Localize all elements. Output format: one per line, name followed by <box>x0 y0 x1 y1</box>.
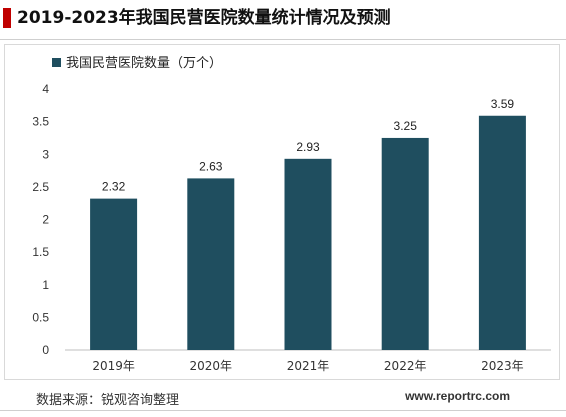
bar <box>381 137 429 350</box>
y-tick-label: 1 <box>42 278 49 292</box>
title-bar: 2019-2023年我国民营医院数量统计情况及预测 <box>0 0 566 40</box>
chart-title: 2019-2023年我国民营医院数量统计情况及预测 <box>17 8 391 28</box>
data-label: 2.93 <box>296 140 320 154</box>
y-tick-label: 1.5 <box>32 245 49 259</box>
data-label: 3.25 <box>394 119 418 133</box>
data-label: 2.32 <box>102 180 126 194</box>
bar <box>478 115 526 350</box>
y-tick-label: 2 <box>42 213 49 227</box>
bar-chart: 我国民营医院数量（万个） 0 0.5 1 1.5 2 2.5 3 3.5 4 2.32 2019年 2.… <box>32 56 551 373</box>
x-tick-label: 2022年 <box>384 359 427 373</box>
bar <box>187 178 235 350</box>
x-tick-label: 2020年 <box>190 359 233 373</box>
bar <box>90 198 138 350</box>
legend-swatch <box>52 58 61 67</box>
bottom-divider <box>0 410 566 411</box>
y-tick-label: 0 <box>42 343 49 357</box>
y-tick-label: 2.5 <box>32 180 49 194</box>
website-url: www.reportrc.com <box>405 389 510 403</box>
x-tick-label: 2019年 <box>92 359 135 373</box>
bar <box>284 158 332 350</box>
x-tick-label: 2021年 <box>287 359 330 373</box>
data-label: 2.63 <box>199 159 223 173</box>
x-tick-label: 2023年 <box>481 359 524 373</box>
y-tick-label: 3.5 <box>32 115 49 129</box>
chart-frame: 我国民营医院数量（万个） 0 0.5 1 1.5 2 2.5 3 3.5 4 2.32 2019年 2.… <box>4 44 560 380</box>
title-accent-mark <box>3 8 11 28</box>
y-tick-label: 3 <box>42 147 49 161</box>
data-label: 3.59 <box>491 97 515 111</box>
y-tick-label: 4 <box>42 82 49 96</box>
legend-label: 我国民营医院数量（万个） <box>66 56 222 71</box>
data-source: 数据来源：锐观咨询整理 <box>36 393 180 408</box>
y-tick-label: 0.5 <box>32 310 49 324</box>
